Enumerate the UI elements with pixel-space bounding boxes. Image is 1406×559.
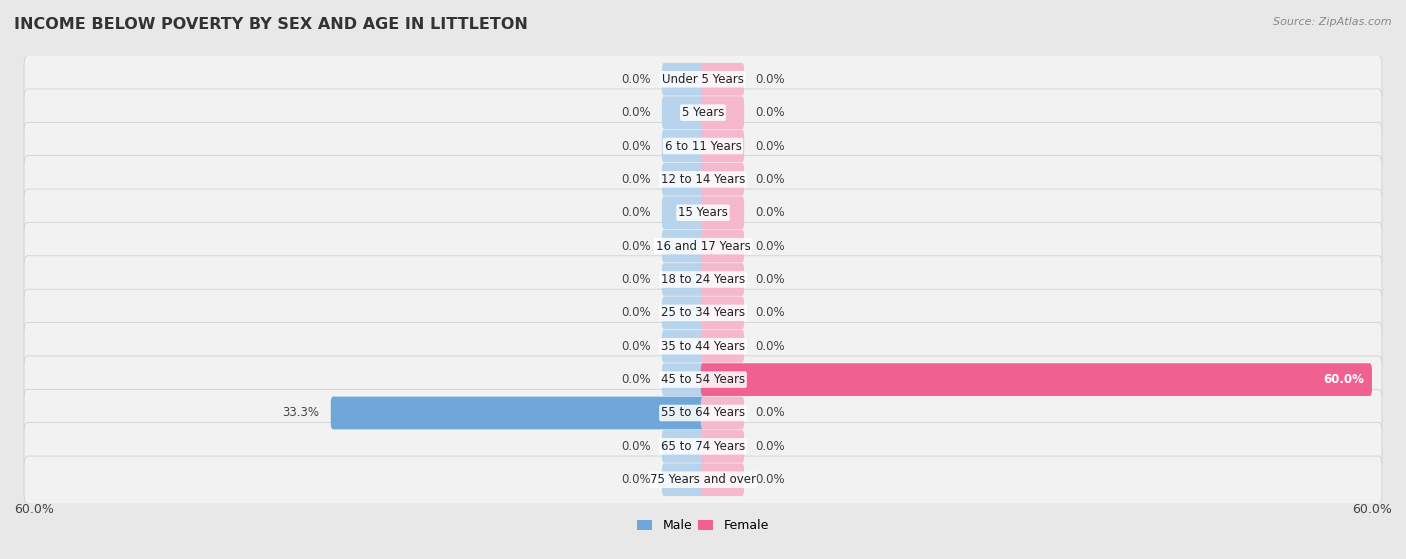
FancyBboxPatch shape — [700, 230, 744, 263]
Text: 0.0%: 0.0% — [621, 173, 651, 186]
FancyBboxPatch shape — [24, 222, 1382, 270]
FancyBboxPatch shape — [24, 122, 1382, 170]
FancyBboxPatch shape — [700, 96, 744, 129]
Text: Under 5 Years: Under 5 Years — [662, 73, 744, 86]
FancyBboxPatch shape — [700, 163, 744, 196]
FancyBboxPatch shape — [24, 55, 1382, 103]
Text: 75 Years and over: 75 Years and over — [650, 473, 756, 486]
FancyBboxPatch shape — [24, 356, 1382, 403]
Text: 45 to 54 Years: 45 to 54 Years — [661, 373, 745, 386]
FancyBboxPatch shape — [24, 456, 1382, 504]
Text: 0.0%: 0.0% — [621, 440, 651, 453]
Text: 25 to 34 Years: 25 to 34 Years — [661, 306, 745, 319]
FancyBboxPatch shape — [24, 189, 1382, 236]
FancyBboxPatch shape — [700, 63, 744, 96]
Text: INCOME BELOW POVERTY BY SEX AND AGE IN LITTLETON: INCOME BELOW POVERTY BY SEX AND AGE IN L… — [14, 17, 527, 32]
Text: 0.0%: 0.0% — [755, 106, 785, 119]
FancyBboxPatch shape — [24, 423, 1382, 470]
FancyBboxPatch shape — [662, 96, 706, 129]
Text: 0.0%: 0.0% — [621, 106, 651, 119]
FancyBboxPatch shape — [662, 163, 706, 196]
FancyBboxPatch shape — [662, 430, 706, 463]
Text: 35 to 44 Years: 35 to 44 Years — [661, 340, 745, 353]
FancyBboxPatch shape — [700, 296, 744, 329]
FancyBboxPatch shape — [662, 263, 706, 296]
FancyBboxPatch shape — [700, 263, 744, 296]
Text: 0.0%: 0.0% — [621, 273, 651, 286]
Text: 0.0%: 0.0% — [755, 440, 785, 453]
FancyBboxPatch shape — [700, 196, 744, 229]
Text: 0.0%: 0.0% — [755, 140, 785, 153]
FancyBboxPatch shape — [662, 130, 706, 162]
Text: Source: ZipAtlas.com: Source: ZipAtlas.com — [1274, 17, 1392, 27]
Text: 0.0%: 0.0% — [621, 473, 651, 486]
Text: 65 to 74 Years: 65 to 74 Years — [661, 440, 745, 453]
Text: 0.0%: 0.0% — [621, 206, 651, 219]
Legend: Male, Female: Male, Female — [633, 514, 773, 537]
FancyBboxPatch shape — [700, 130, 744, 162]
Text: 0.0%: 0.0% — [755, 306, 785, 319]
FancyBboxPatch shape — [662, 363, 706, 396]
Text: 15 Years: 15 Years — [678, 206, 728, 219]
Text: 6 to 11 Years: 6 to 11 Years — [665, 140, 741, 153]
FancyBboxPatch shape — [662, 196, 706, 229]
FancyBboxPatch shape — [24, 89, 1382, 136]
Text: 0.0%: 0.0% — [755, 340, 785, 353]
FancyBboxPatch shape — [700, 397, 744, 429]
Text: 0.0%: 0.0% — [755, 240, 785, 253]
Text: 18 to 24 Years: 18 to 24 Years — [661, 273, 745, 286]
Text: 60.0%: 60.0% — [1353, 503, 1392, 516]
FancyBboxPatch shape — [24, 323, 1382, 370]
Text: 0.0%: 0.0% — [755, 473, 785, 486]
Text: 0.0%: 0.0% — [755, 206, 785, 219]
FancyBboxPatch shape — [700, 430, 744, 463]
Text: 0.0%: 0.0% — [621, 373, 651, 386]
Text: 12 to 14 Years: 12 to 14 Years — [661, 173, 745, 186]
FancyBboxPatch shape — [662, 463, 706, 496]
FancyBboxPatch shape — [24, 389, 1382, 437]
FancyBboxPatch shape — [662, 230, 706, 263]
Text: 55 to 64 Years: 55 to 64 Years — [661, 406, 745, 419]
FancyBboxPatch shape — [662, 330, 706, 363]
FancyBboxPatch shape — [24, 289, 1382, 337]
FancyBboxPatch shape — [662, 296, 706, 329]
Text: 60.0%: 60.0% — [14, 503, 53, 516]
FancyBboxPatch shape — [662, 63, 706, 96]
Text: 0.0%: 0.0% — [621, 73, 651, 86]
FancyBboxPatch shape — [700, 463, 744, 496]
Text: 16 and 17 Years: 16 and 17 Years — [655, 240, 751, 253]
Text: 5 Years: 5 Years — [682, 106, 724, 119]
Text: 0.0%: 0.0% — [755, 273, 785, 286]
Text: 0.0%: 0.0% — [621, 306, 651, 319]
Text: 0.0%: 0.0% — [755, 173, 785, 186]
Text: 0.0%: 0.0% — [755, 406, 785, 419]
FancyBboxPatch shape — [330, 397, 706, 429]
Text: 0.0%: 0.0% — [621, 140, 651, 153]
Text: 33.3%: 33.3% — [283, 406, 319, 419]
FancyBboxPatch shape — [700, 363, 1372, 396]
FancyBboxPatch shape — [700, 330, 744, 363]
FancyBboxPatch shape — [24, 256, 1382, 303]
Text: 0.0%: 0.0% — [755, 73, 785, 86]
FancyBboxPatch shape — [24, 156, 1382, 203]
Text: 0.0%: 0.0% — [621, 340, 651, 353]
Text: 0.0%: 0.0% — [621, 240, 651, 253]
Text: 60.0%: 60.0% — [1323, 373, 1364, 386]
